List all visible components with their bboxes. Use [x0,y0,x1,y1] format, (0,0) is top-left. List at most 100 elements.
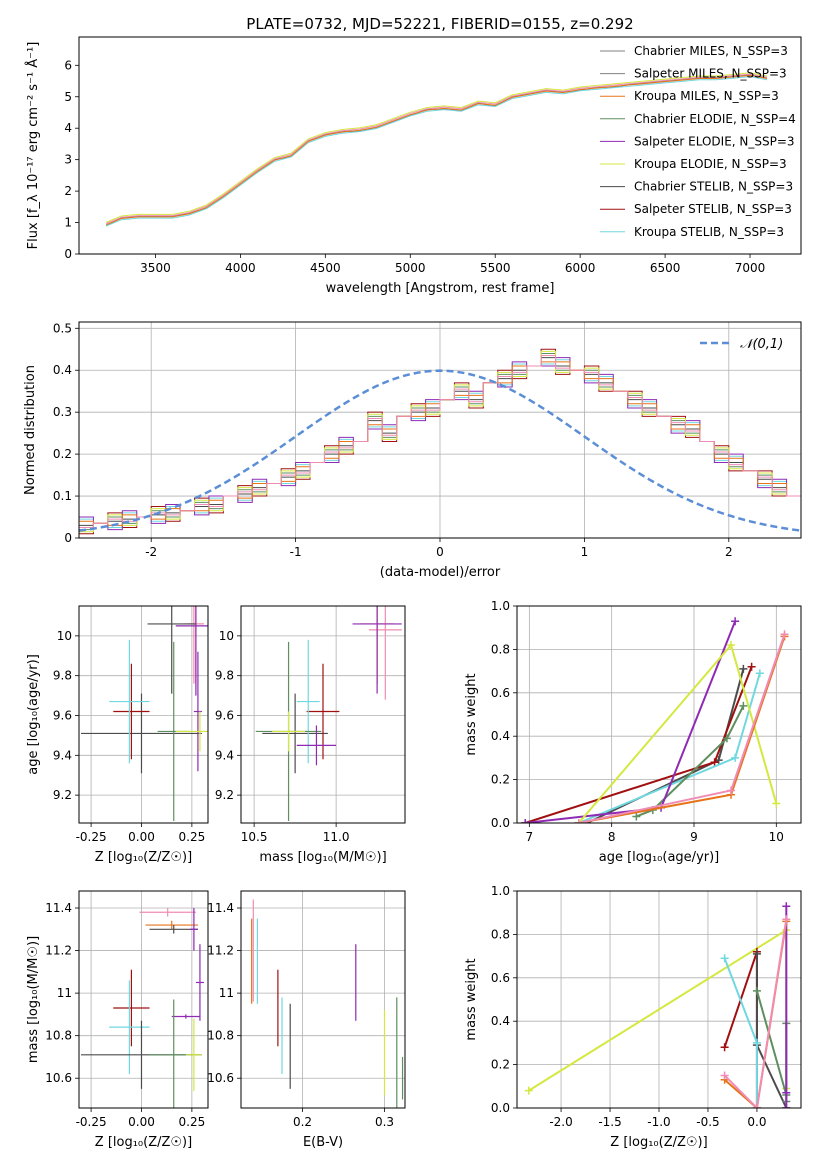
x-axis-label: Z [log₁₀(Z/Z☉)] [610,1135,707,1150]
weight-marker [720,954,729,963]
legend-label: Salpeter MILES, N_SSP=3 [634,67,787,81]
y-axis-label: Normed distribution [23,365,38,495]
y-tick-label: 9.2 [215,788,234,802]
y-axis-label: mass [log₁₀(M/M☉)] [26,936,41,1063]
weight-marker [632,812,641,821]
x-tick-label: -2.0 [549,1115,572,1129]
y-tick-label: 1 [64,216,72,230]
y-tick-label: 0 [64,247,72,261]
weight-line [528,928,788,1092]
x-tick-label: -0.25 [76,1115,107,1129]
y-tick-label: 11.2 [45,944,72,958]
plot-area [251,899,404,1108]
x-tick-label: 5000 [395,261,426,275]
y-tick-label: 9.4 [215,748,234,762]
x-tick-label: 2 [725,545,733,559]
y-tick-label: 11 [219,986,234,1000]
y-tick-label: 0.4 [53,363,72,377]
histogram-step [79,359,801,529]
axes-frame [78,321,802,539]
weight-marker [574,819,583,823]
y-tick-label: 0.4 [491,1014,510,1028]
x-tick-label: 8 [608,830,616,844]
x-tick-label: -1.5 [598,1115,621,1129]
x-tick-label: -2 [145,545,157,559]
legend-label: Chabrier MILES, N_SSP=3 [634,44,788,58]
weight-marker [780,630,789,639]
x-tick-label: -1 [290,545,302,559]
x-tick-label: 0.25 [179,830,206,844]
weight-line [635,705,745,818]
chart-age-vs-mass: 10.5 11.0 9.2 9.4 9.6 9.8 10 mass [log₁₀(M/M☉)] [215,605,406,865]
x-tick-label: 1 [581,545,589,559]
y-tick-label: 0.0 [491,1101,510,1115]
y-tick-label: 0.2 [491,773,510,787]
y-tick-label: 3 [64,153,72,167]
weight-marker [521,819,530,823]
y-tick-label: 10 [57,629,72,643]
y-tick-label: 0.6 [491,971,510,985]
y-tick-label: 1.0 [491,599,510,613]
x-tick-label: 10.5 [241,830,268,844]
gaussian-curve [79,369,801,532]
x-tick-label: 4500 [310,261,341,275]
weight-marker [731,617,740,626]
y-tick-label: 10.8 [45,1029,72,1043]
plot-area [524,902,791,1108]
weight-line [723,919,788,1108]
y-tick-label: 0.0 [491,816,510,830]
figure-title: PLATE=0732, MJD=52221, FIBERID=0155, z=0… [246,15,633,33]
weight-marker [739,701,748,710]
x-tick-label: -0.25 [76,830,107,844]
spectrum-model-line [105,74,768,226]
axes-frame [516,605,802,824]
y-tick-label: 9.6 [215,708,234,722]
y-tick-label: 0.1 [53,489,72,503]
y-axis-label: mass weight [464,958,479,1040]
y-tick-label: 11.2 [207,944,234,958]
plot-area [81,606,208,822]
y-tick-label: 0.2 [53,447,72,461]
y-tick-label: 0.8 [491,927,510,941]
chart-mass-vs-Z: -0.25 0.00 0.25 10.6 10.8 11 11.2 11.4 Z [log₁₀(… [26,890,209,1150]
y-tick-label: 0.8 [491,642,510,656]
axes-frame [78,890,209,1109]
y-tick-label: 10.6 [45,1071,72,1085]
axes-frame [78,36,802,255]
plot-area [81,908,204,1108]
weight-marker [782,1104,791,1108]
x-tick-label: 0.25 [179,1115,206,1129]
x-axis-label: wavelength [Angstrom, rest frame] [326,281,555,296]
weight-marker [524,1086,533,1095]
x-tick-label: 4000 [225,261,256,275]
y-tick-label: 10 [219,629,234,643]
weight-line [524,666,753,823]
x-axis-label: E(B-V) [303,1135,343,1150]
x-axis-label: age [log₁₀(age/yr)] [599,850,720,865]
weight-marker [772,799,781,808]
x-axis-label: Z [log₁₀(Z/Z☉)] [95,1135,192,1150]
x-tick-label: 0.00 [128,1115,155,1129]
legend-label: Kroupa MILES, N_SSP=3 [634,89,779,103]
histogram-step [79,355,801,529]
y-axis-label: age [log₁₀(age/yr)] [26,654,41,775]
weight-line [578,672,761,823]
legend-label: Kroupa ELODIE, N_SSP=3 [634,157,787,171]
y-tick-label: 5 [64,90,72,104]
x-tick-label: 6500 [650,261,681,275]
spectrum-model-line [105,76,768,227]
y-tick-label: 10.8 [207,1029,234,1043]
x-tick-label: 0.3 [375,1115,394,1129]
y-tick-label: 9.2 [53,788,72,802]
chart-residuals: -2 -1 0 1 2 0 0.1 0.2 0.3 0.4 0.5 (data-model)/erro… [23,321,802,580]
chart-age-vs-Z: -0.25 0.00 0.25 9.2 9.4 9.6 9.8 10 Z [log₁₀(Z/Z☉… [26,605,209,865]
spectrum-model-line [105,72,768,223]
axes-frame [78,605,209,824]
weight-marker [727,641,736,650]
y-tick-label: 10.6 [207,1071,234,1085]
spectrum-model-line [105,73,768,224]
weight-marker [720,1043,729,1052]
histogram-step [79,357,801,526]
weight-marker [727,786,736,795]
